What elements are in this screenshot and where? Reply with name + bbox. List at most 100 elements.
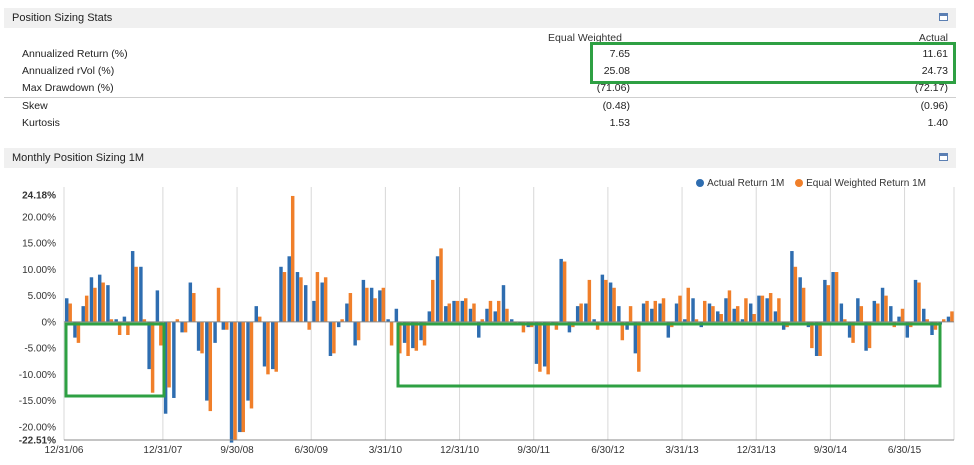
row-label: Annualized rVol (%) — [22, 65, 115, 77]
bar-equal — [867, 321, 872, 349]
bar-equal — [398, 321, 402, 354]
bar-actual — [897, 316, 901, 322]
bar-actual — [922, 308, 926, 322]
bar-equal — [68, 303, 72, 322]
bar-actual — [847, 321, 852, 338]
bar-actual — [81, 306, 85, 322]
legend-item-actual[interactable]: Actual Return 1M — [696, 178, 784, 189]
bar-actual — [856, 298, 860, 322]
bar-actual — [625, 321, 629, 330]
maximize-icon[interactable] — [939, 153, 948, 161]
bar-equal — [225, 321, 229, 330]
bar-actual — [477, 321, 481, 338]
bar-equal — [727, 290, 732, 322]
bar-equal — [307, 321, 311, 330]
bar-actual — [559, 258, 563, 322]
y-tick-label: -10.00% — [19, 370, 56, 381]
bar-actual — [707, 303, 712, 322]
bar-actual — [312, 300, 316, 322]
bar-actual — [427, 311, 432, 322]
bar-equal — [538, 321, 542, 372]
x-tick-label: 3/31/13 — [665, 445, 699, 456]
bar-actual — [839, 303, 844, 322]
bar-equal — [216, 287, 221, 322]
legend-dot-equal — [795, 179, 804, 187]
bar-actual — [122, 316, 127, 322]
bar-equal — [612, 287, 616, 322]
bar-actual — [361, 279, 366, 322]
bar-actual — [172, 321, 176, 398]
bar-equal — [142, 319, 147, 322]
bar-actual — [147, 321, 151, 370]
bar-actual — [641, 303, 646, 322]
bar-actual — [411, 321, 415, 349]
stats-row: Annualized rVol (%) 25.08 24.73 — [4, 63, 956, 80]
bar-equal — [933, 321, 938, 330]
bar-actual — [196, 321, 201, 351]
bar-equal — [356, 321, 361, 341]
bar-actual — [864, 321, 868, 351]
bar-equal — [554, 321, 559, 330]
bar-equal — [711, 306, 715, 322]
bar-equal — [859, 306, 864, 322]
bar-actual — [303, 285, 308, 322]
bar-actual — [781, 321, 786, 330]
bar-equal — [752, 314, 756, 322]
bar-equal — [595, 321, 600, 330]
y-tick-label: 24.18% — [22, 191, 56, 202]
bar-equal — [694, 319, 699, 322]
bar-equal — [455, 300, 460, 322]
bar-actual — [757, 295, 761, 322]
bar-actual — [798, 277, 802, 322]
bar-equal — [735, 306, 740, 322]
bar-actual — [872, 300, 877, 322]
bar-equal — [282, 272, 287, 322]
bar-actual — [205, 321, 209, 401]
x-tick-label: 12/31/13 — [737, 445, 776, 456]
bar-equal — [686, 287, 690, 322]
bar-equal — [661, 298, 666, 322]
bar-equal — [604, 279, 608, 322]
bar-equal — [653, 300, 658, 322]
bar-actual — [180, 321, 184, 333]
bar-equal — [208, 321, 213, 412]
bar-actual — [814, 321, 819, 356]
maximize-icon[interactable] — [939, 13, 948, 21]
bar-equal — [793, 266, 798, 322]
y-tick-label: 0% — [42, 317, 57, 328]
bar-equal — [941, 319, 946, 322]
bar-equal — [505, 308, 509, 322]
bar-equal — [884, 295, 888, 322]
bar-actual — [188, 282, 193, 322]
y-tick-label: 15.00% — [22, 239, 56, 250]
bar-actual — [320, 282, 324, 322]
bar-actual — [213, 321, 217, 343]
chart-legend: Actual Return 1M Equal Weighted Return 1… — [688, 178, 926, 189]
bar-actual — [262, 321, 267, 367]
bar-actual — [575, 306, 580, 322]
stats-panel-title: Position Sizing Stats — [12, 12, 113, 24]
bar-equal — [332, 321, 336, 354]
bar-equal — [126, 321, 130, 335]
bar-actual — [740, 319, 745, 322]
bar-equal — [373, 298, 377, 322]
x-tick-label: 9/30/11 — [517, 445, 550, 456]
bar-equal — [431, 279, 435, 322]
bar-equal — [645, 300, 649, 322]
y-tick-label: -15.00% — [19, 396, 56, 407]
row-label: Max Drawdown (%) — [22, 82, 114, 94]
bar-actual — [748, 303, 753, 322]
stats-row: Max Drawdown (%) (71.06) (72.17) — [4, 80, 956, 98]
bar-actual — [592, 319, 596, 322]
bar-equal — [579, 303, 583, 322]
bar-equal — [315, 272, 320, 322]
bar-equal — [480, 319, 484, 322]
stats-panel-header: Position Sizing Stats — [4, 8, 956, 28]
bar-actual — [89, 277, 94, 322]
stats-row: Skew (0.48) (0.96) — [4, 98, 956, 115]
highlight-box-2010-2015 — [396, 322, 942, 388]
bar-equal — [439, 248, 443, 322]
bar-actual — [221, 321, 226, 330]
bar-equal — [414, 321, 419, 351]
legend-item-equal[interactable]: Equal Weighted Return 1M — [795, 178, 926, 189]
